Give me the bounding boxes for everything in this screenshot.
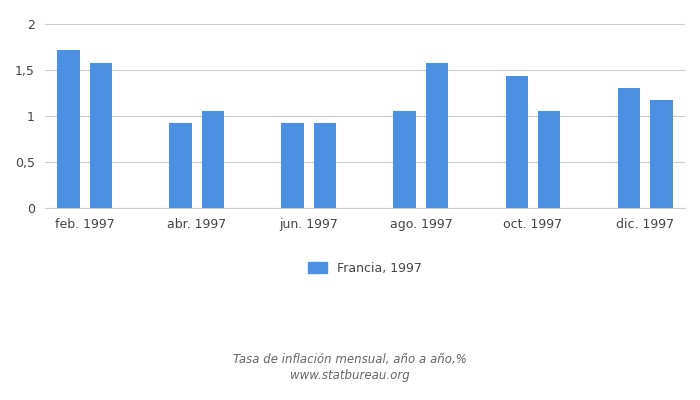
Legend: Francia, 1997: Francia, 1997 — [303, 257, 427, 280]
Bar — [538, 112, 561, 208]
Bar — [393, 110, 416, 208]
Text: www.statbureau.org: www.statbureau.org — [290, 370, 410, 382]
Bar — [426, 63, 449, 208]
Bar — [650, 100, 673, 208]
Bar — [617, 88, 640, 208]
Bar — [202, 110, 224, 208]
Bar — [57, 50, 80, 208]
Bar — [505, 76, 528, 208]
Text: Tasa de inflación mensual, año a año,%: Tasa de inflación mensual, año a año,% — [233, 354, 467, 366]
Bar — [314, 122, 336, 208]
Bar — [169, 122, 192, 208]
Bar — [281, 122, 304, 208]
Bar — [90, 63, 112, 208]
